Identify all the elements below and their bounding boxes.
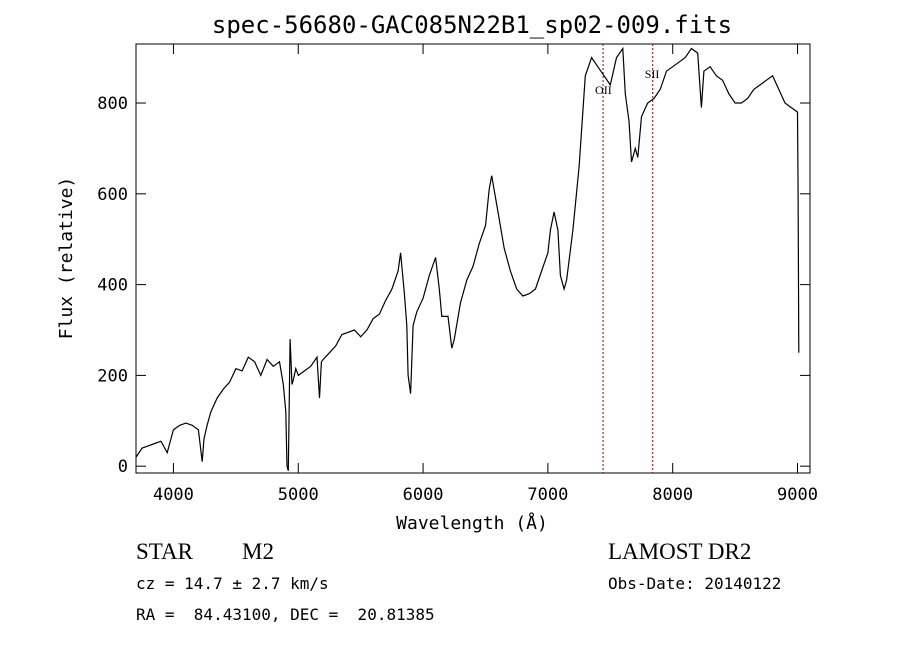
redshift-velocity: cz = 14.7 ± 2.7 km/s: [136, 574, 329, 593]
line-marker-label: OII: [595, 83, 612, 97]
subclass: M2: [242, 539, 274, 564]
plot-frame: [135, 43, 811, 474]
x-tick-label: 4000: [153, 485, 194, 505]
y-tick-label: 0: [118, 457, 128, 477]
object-type: STAR: [136, 539, 194, 564]
observation-date: Obs-Date: 20140122: [608, 574, 781, 593]
coordinates: RA = 84.43100, DEC = 20.81385: [136, 605, 435, 624]
x-axis-ticks: 4000 5000 6000 7000 8000 9000: [153, 44, 818, 505]
y-tick-label: 800: [97, 94, 128, 114]
y-tick-label: 600: [97, 185, 128, 205]
x-tick-label: 9000: [777, 485, 818, 505]
y-axis-label: Flux (relative): [56, 177, 77, 340]
emission-line-markers: OII SII: [595, 44, 659, 473]
chart-title: spec-56680-GAC085N22B1_sp02-009.fits: [212, 11, 732, 39]
x-tick-label: 8000: [652, 485, 693, 505]
x-tick-label: 6000: [403, 485, 444, 505]
survey-name: LAMOST DR2: [608, 539, 751, 564]
x-axis-label: Wavelength (Å): [396, 512, 548, 534]
x-tick-label: 5000: [278, 485, 319, 505]
x-tick-label: 7000: [527, 485, 568, 505]
y-tick-label: 200: [97, 366, 128, 386]
spectrum-line: [135, 46, 800, 471]
y-axis-ticks: 0 200 400 600 800: [97, 94, 810, 477]
line-marker-label: SII: [645, 67, 660, 81]
y-tick-label: 400: [97, 276, 128, 296]
